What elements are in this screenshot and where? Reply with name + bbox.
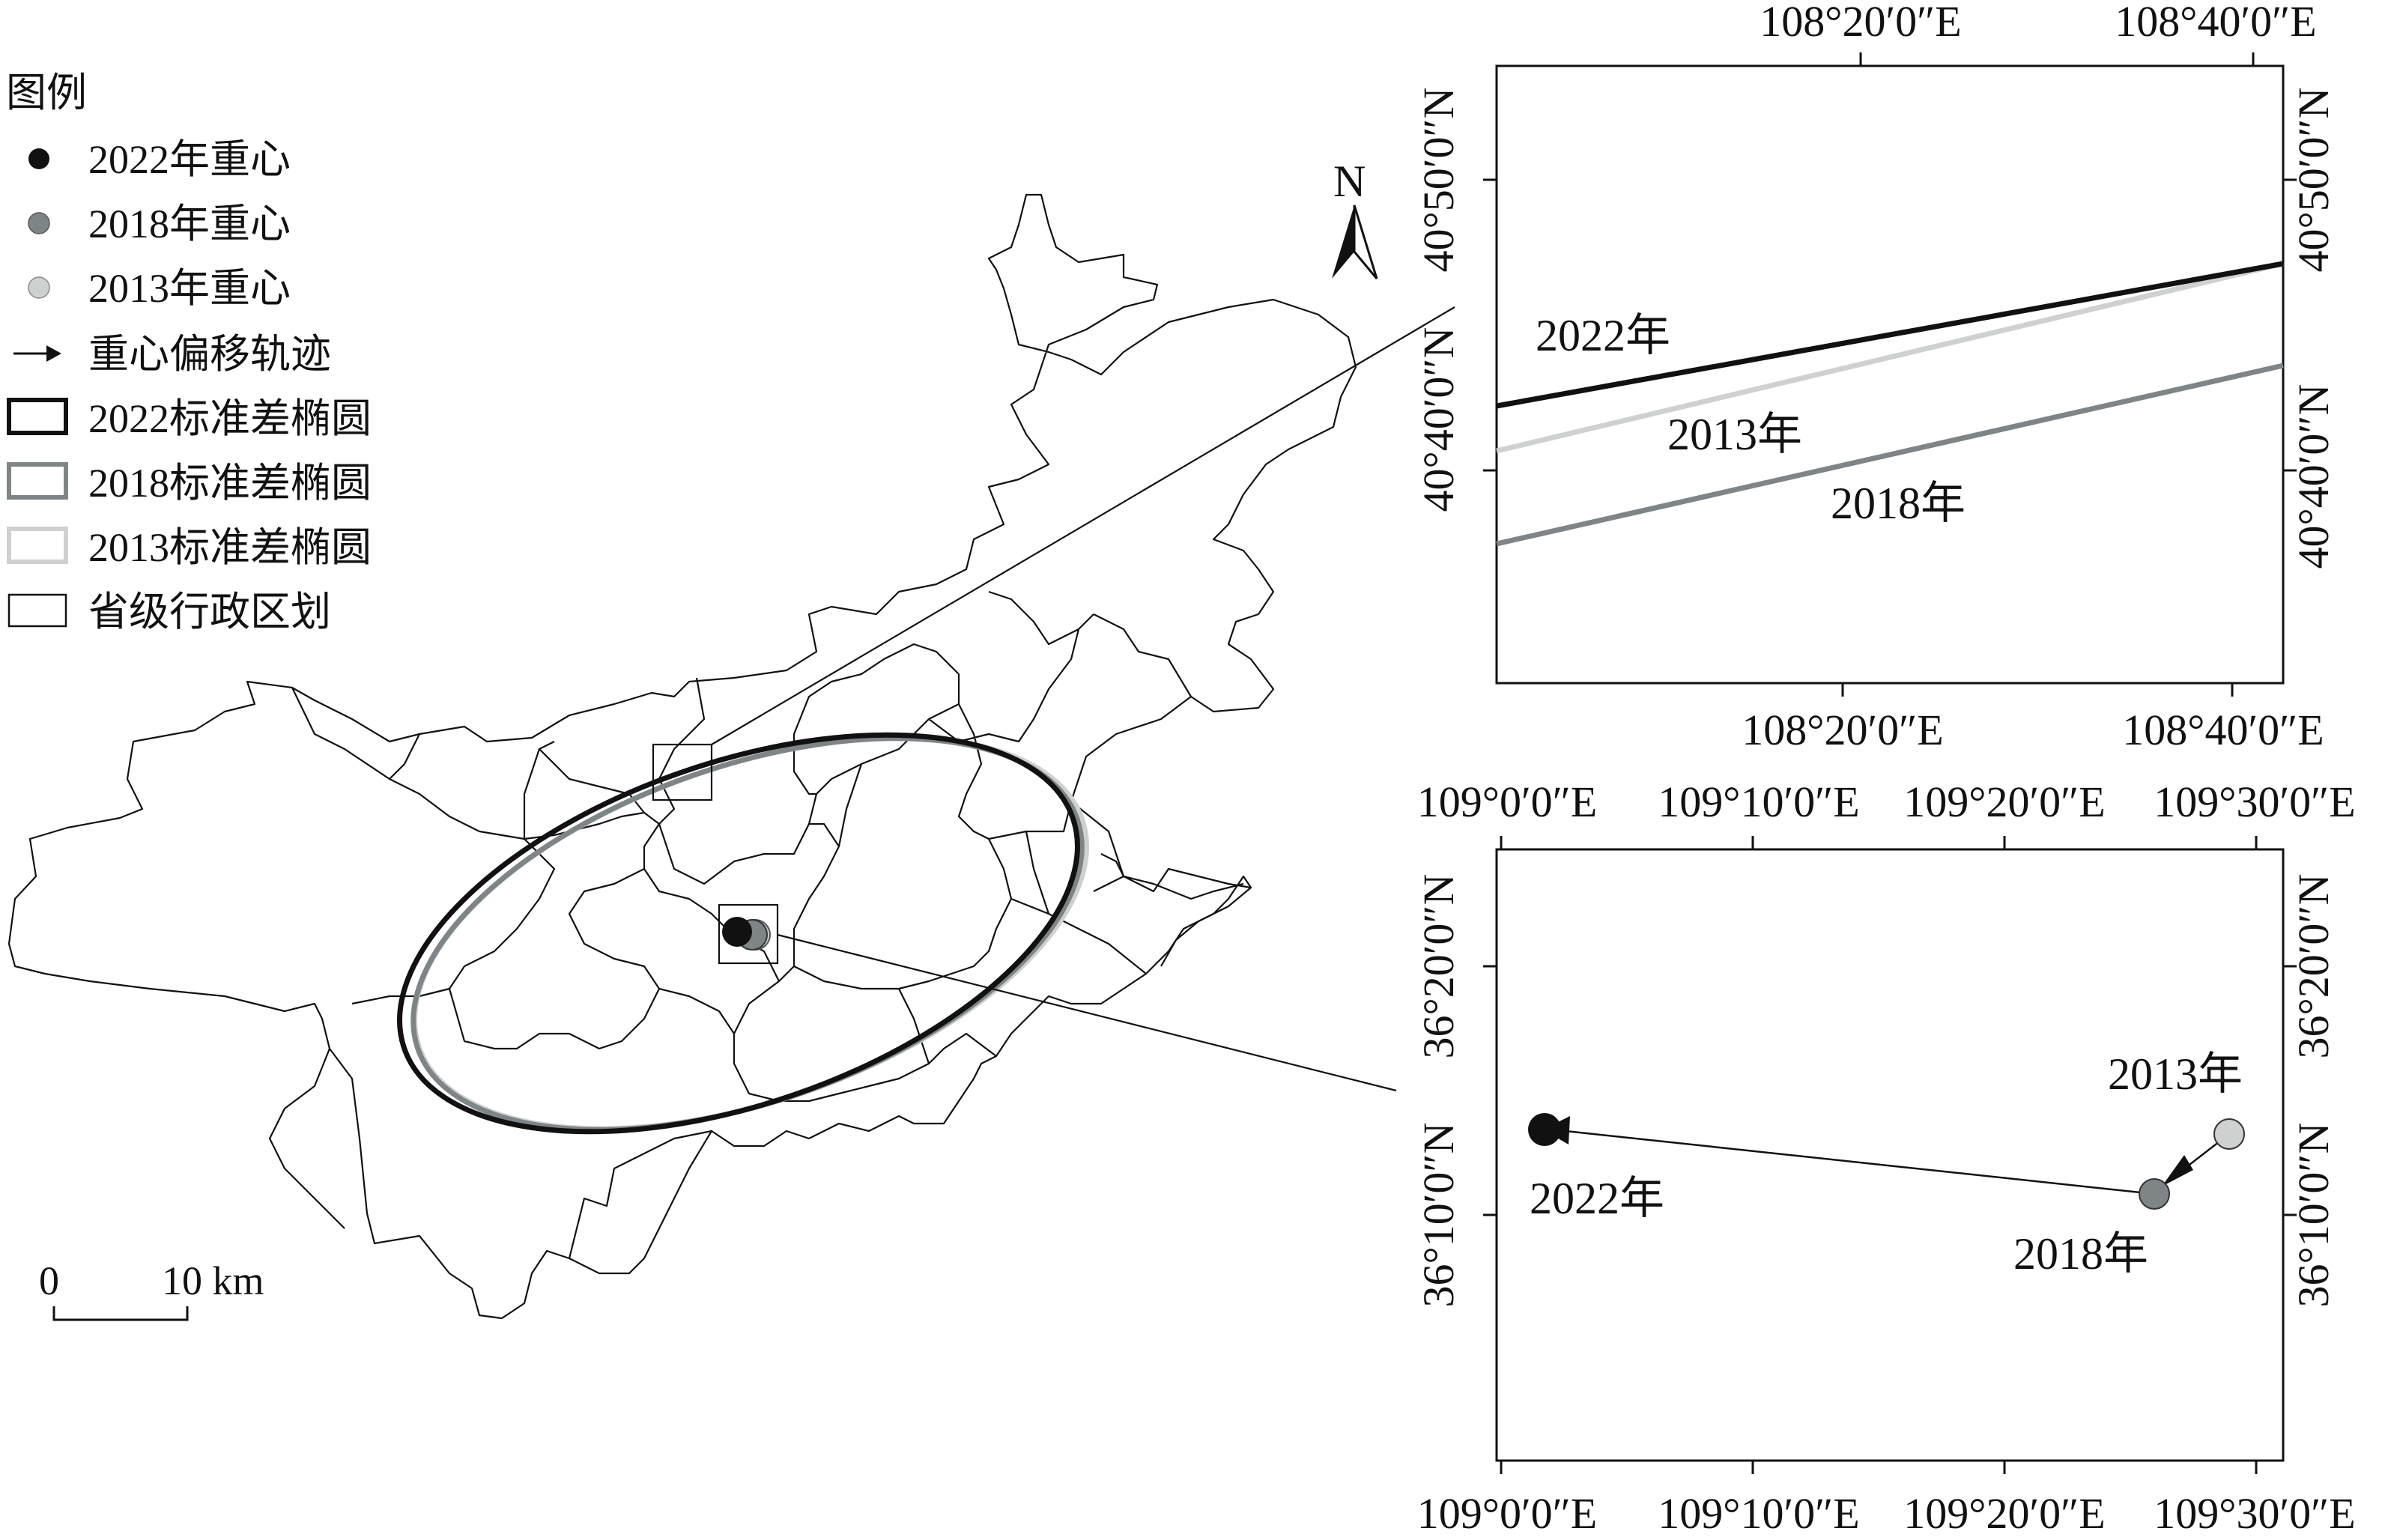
inset-top-xtick-top-1: 108°20′0″E [1760,0,1961,46]
leader-line-upper [711,306,1455,745]
inset-bottom: 109°0′0″E 109°10′0″E 109°20′0″E 109°30′0… [1414,777,2356,1538]
legend-2022-ellipse-label: 2022标准差椭圆 [88,396,372,441]
legend-province-label: 省级行政区划 [88,589,331,634]
scale-zero-label: 0 [39,1258,59,1303]
legend-2013-point-symbol [28,276,50,299]
inset-bottom-frame [1495,848,2285,1462]
inset-bottom-xtick-top-2: 109°10′0″E [1658,777,1859,826]
inset-bottom-xtick-bottom-1: 109°0′0″E [1417,1489,1597,1536]
legend-2013-point-label: 2013年重心 [88,266,291,311]
east-coast-detail [1093,853,1252,967]
centroid-2018-inset [2139,1178,2170,1210]
inset-top-xtick-bottom-1: 108°20′0″E [1742,706,1943,754]
inset-top-arc-2018 [1496,363,2284,547]
inset-bottom-xtick-bottom-4: 109°30′0″E [2154,1489,2355,1536]
inset-top-ytick-right-1: 40°50′0″N [2289,88,2338,273]
inset-bottom-xtick-bottom-2: 109°10′0″E [1658,1489,1859,1536]
north-arrow-left-half [1332,205,1354,279]
inset-bottom-ytick-left-1: 36°20′0″N [1414,874,1463,1059]
inset-top-arc-2022 [1496,261,2284,409]
centroid-2022-inset [1528,1113,1561,1146]
inset-bottom-xtick-top-1: 109°0′0″E [1417,777,1597,826]
north-arrow-label: N [1333,157,1366,206]
centroid-2022-main [722,917,752,947]
inset-bottom-xtick-bottom-3: 109°20′0″E [1903,1489,2105,1536]
scale-bar: 0 10 km [39,1258,264,1321]
legend-2018-point-symbol [28,212,50,234]
legend-arrow-symbol [13,345,61,362]
legend-2018-ellipse-label: 2018标准差椭圆 [88,461,372,506]
inset-bottom-label-2022: 2022年 [1530,1174,1664,1223]
inset-bottom-label-2013: 2013年 [2108,1049,2243,1099]
legend-province-symbol [7,593,67,628]
centroid-2013-inset [2213,1118,2245,1150]
zoom-indicators [652,306,1455,1092]
inset-top-label-2013: 2013年 [1667,410,1802,459]
inset-top-xtick-bottom-2: 108°40′0″E [2122,706,2324,754]
legend-arrow-label: 重心偏移轨迹 [88,332,331,377]
inset-top-label-2018: 2018年 [1831,479,1966,528]
deviational-ellipses [397,732,1089,1135]
inset-top-label-2022: 2022年 [1536,311,1670,360]
inset-top-frame [1495,64,2285,685]
north-arrow-right-half [1353,204,1378,279]
region-outline [7,193,1357,1320]
ellipse-2022 [397,732,1080,1135]
main-map [7,193,1357,1320]
legend-2018-point-label: 2018年重心 [88,201,291,246]
inset-top-ytick-right-2: 40°40′0″N [2289,384,2338,569]
main-centroids [722,917,771,951]
inset-top: 108°20′0″E 108°40′0″E 108°20′0″E 108°40′… [1414,0,2338,754]
legend: 图例 2022年重心 2018年重心 2013年重心 重心偏移轨迹 2022标准… [6,70,372,634]
legend-2013-ellipse-symbol [7,527,68,564]
inset-top-xtick-top-2: 108°40′0″E [2115,0,2316,46]
zoom-box-upper [652,743,713,801]
leader-line-lower [777,933,1397,1092]
province-boundaries [268,590,1192,1275]
legend-2022-point-symbol [28,148,49,169]
inset-bottom-ytick-left-2: 36°10′0″N [1414,1123,1463,1308]
legend-2022-point-label: 2022年重心 [88,137,291,182]
scale-end-label: 10 km [162,1258,264,1303]
inset-bottom-xtick-top-4: 109°30′0″E [2154,777,2355,826]
inset-top-arc-2013 [1496,261,2284,454]
inset-top-ytick-left-2: 40°40′0″N [1414,327,1463,512]
inset-bottom-xtick-top-3: 109°20′0″E [1903,777,2105,826]
inset-bottom-ytick-right-1: 36°20′0″N [2289,874,2338,1059]
legend-title: 图例 [6,70,87,115]
legend-2013-ellipse-label: 2013标准差椭圆 [88,525,372,570]
legend-2022-ellipse-symbol [7,398,68,435]
inset-top-ytick-left-1: 40°50′0″N [1414,88,1463,273]
inset-bottom-label-2018: 2018年 [2013,1229,2148,1279]
legend-2018-ellipse-symbol [7,462,68,500]
inset-bottom-ytick-right-2: 36°10′0″N [2289,1123,2338,1308]
north-arrow: N [1332,157,1378,279]
zoom-box-centroid [718,903,779,965]
